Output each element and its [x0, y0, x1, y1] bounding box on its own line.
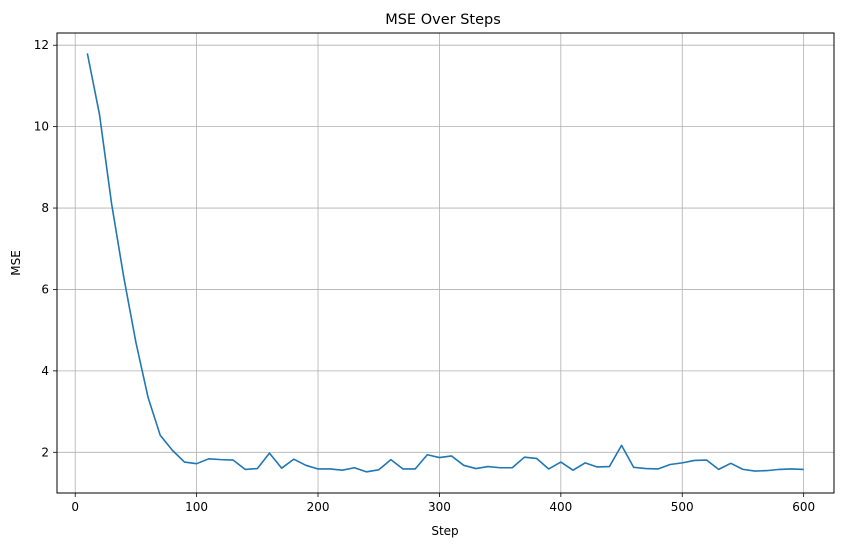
x-tick-label: 400 [549, 500, 572, 514]
y-tick-label: 2 [41, 445, 49, 459]
x-tick-label: 100 [185, 500, 208, 514]
y-axis: 2 4 6 8 10 12 [34, 38, 57, 459]
series-layer [86, 53, 804, 473]
x-tick-label: 300 [428, 500, 451, 514]
y-axis-label: MSE [9, 250, 23, 276]
chart-title: MSE Over Steps [385, 12, 501, 28]
y-tick-label: 8 [41, 201, 49, 215]
grid [57, 33, 834, 493]
y-tick-label: 6 [41, 282, 49, 296]
x-tick-label: 200 [307, 500, 330, 514]
x-tick-label: 500 [671, 500, 694, 514]
x-tick-label: 0 [71, 500, 79, 514]
plot-frame [56, 32, 835, 494]
y-tick-label: 4 [41, 364, 49, 378]
y-tick-label: 10 [34, 120, 49, 134]
y-tick-label: 12 [34, 38, 49, 52]
x-axis: 0 100 200 300 400 500 600 [71, 493, 815, 514]
series-line [86, 53, 804, 473]
x-tick-label: 600 [792, 500, 815, 514]
x-axis-label: Step [431, 524, 458, 538]
